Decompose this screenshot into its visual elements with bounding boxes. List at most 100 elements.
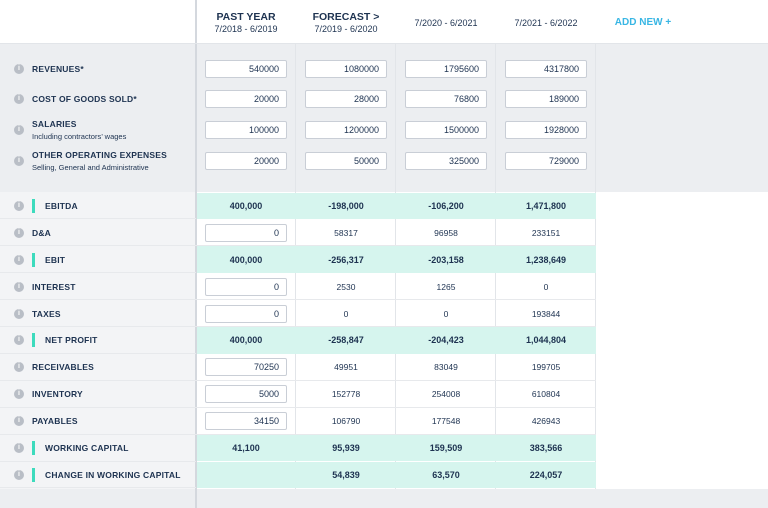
value-cell: 233151 [531, 227, 561, 238]
value-input[interactable]: 325000 [405, 152, 487, 170]
value-input[interactable]: 1500000 [405, 121, 487, 139]
column-title: FORECAST > [312, 11, 380, 23]
highlight-bg [197, 327, 596, 354]
value-cell: 83049 [434, 362, 458, 373]
value-input[interactable]: 20000 [205, 90, 287, 108]
value-input[interactable]: 100000 [205, 121, 287, 139]
row-sublabel: Including contractors’ wages [32, 132, 127, 141]
value-cell: 2530 [336, 281, 356, 292]
value-input[interactable]: 76800 [405, 90, 487, 108]
column-period: 7/2019 - 6/2020 [314, 24, 378, 34]
highlight-bg [197, 461, 596, 489]
value-cell: 1,044,804 [525, 335, 567, 346]
value-input[interactable]: 4317800 [505, 60, 587, 78]
row-label: D&A [32, 227, 52, 238]
add-new-button[interactable]: ADD NEW + [614, 17, 672, 28]
column-period: 7/2020 - 6/2021 [414, 18, 478, 28]
info-icon: i [14, 125, 24, 135]
row-divider [0, 433, 596, 435]
value-input[interactable]: 50000 [305, 152, 387, 170]
value-cell: -106,200 [428, 200, 464, 211]
value-input[interactable]: 1080000 [305, 60, 387, 78]
row-label: EBITDA [45, 200, 78, 211]
value-input[interactable]: 70250 [205, 358, 287, 377]
value-cell: -203,158 [428, 254, 464, 265]
value-cell: 49951 [334, 362, 358, 373]
value-cell: 610804 [531, 389, 561, 400]
value-cell: 193844 [531, 308, 561, 319]
value-cell: 383,566 [529, 443, 563, 454]
row-divider [0, 272, 196, 274]
row-label: TAXES [32, 308, 61, 319]
value-cell: -204,423 [428, 335, 464, 346]
row-sublabel: Selling, General and Administrative [32, 163, 149, 172]
value-input[interactable]: 0 [205, 277, 287, 296]
row-divider [0, 379, 596, 381]
value-cell: -198,000 [328, 200, 364, 211]
value-input[interactable]: 1200000 [305, 121, 387, 139]
highlight-marker [32, 333, 35, 348]
info-icon: i [14, 94, 24, 104]
row-label: WORKING CAPITAL [45, 443, 129, 454]
info-icon: i [14, 227, 24, 238]
footer-bg [0, 489, 768, 508]
value-cell: 254008 [431, 389, 461, 400]
row-divider [0, 352, 196, 354]
value-cell: 152778 [331, 389, 361, 400]
header-border [0, 43, 768, 44]
value-input[interactable]: 0 [205, 223, 287, 242]
value-input[interactable]: 1795600 [405, 60, 487, 78]
value-input[interactable]: 729000 [505, 152, 587, 170]
value-cell: 54,839 [332, 469, 360, 480]
value-input[interactable]: 28000 [305, 90, 387, 108]
row-label: EBIT [45, 254, 66, 265]
value-input[interactable]: 540000 [205, 60, 287, 78]
row-label: PAYABLES [32, 416, 78, 427]
row-label: COST OF GOODS SOLD* [32, 94, 137, 104]
row-divider [0, 460, 196, 462]
row-label: NET PROFIT [45, 335, 98, 346]
value-input[interactable]: 34150 [205, 412, 287, 431]
highlight-marker [32, 198, 35, 213]
value-input[interactable]: 189000 [505, 90, 587, 108]
row-label: SALARIES [32, 119, 77, 129]
info-icon: i [14, 156, 24, 166]
column-period: 7/2018 - 6/2019 [214, 24, 278, 34]
value-input[interactable]: 1928000 [505, 121, 587, 139]
value-cell: 400,000 [229, 200, 263, 211]
value-input[interactable]: 0 [205, 304, 287, 323]
value-cell: 58317 [334, 227, 358, 238]
value-cell: 0 [543, 281, 549, 292]
highlight-marker [32, 252, 35, 267]
highlight-marker [32, 467, 35, 482]
value-input[interactable]: 20000 [205, 152, 287, 170]
info-icon: i [14, 469, 24, 480]
value-cell: 159,509 [429, 443, 463, 454]
value-cell: 224,057 [529, 469, 563, 480]
info-icon: i [14, 335, 24, 346]
value-cell: 1,238,649 [525, 254, 567, 265]
label-divider [195, 0, 197, 508]
row-label: INTEREST [32, 281, 76, 292]
value-cell: 106790 [331, 416, 361, 427]
value-cell: 0 [343, 308, 349, 319]
highlight-bg [197, 192, 596, 220]
row-divider [0, 245, 596, 247]
info-icon: i [14, 254, 24, 265]
value-input[interactable]: 5000 [205, 385, 287, 404]
value-cell: 95,939 [332, 443, 360, 454]
highlight-bg [197, 246, 596, 274]
info-icon: i [14, 416, 24, 427]
info-icon: i [14, 281, 24, 292]
info-icon: i [14, 308, 24, 319]
row-divider [0, 326, 596, 327]
value-cell: 177548 [431, 416, 461, 427]
value-cell: 1265 [436, 281, 456, 292]
info-icon: i [14, 64, 24, 74]
value-cell: 426943 [531, 416, 561, 427]
row-divider [0, 299, 596, 301]
value-cell: 1,471,800 [525, 200, 567, 211]
value-cell: 63,570 [432, 469, 460, 480]
highlight-marker [32, 441, 35, 456]
